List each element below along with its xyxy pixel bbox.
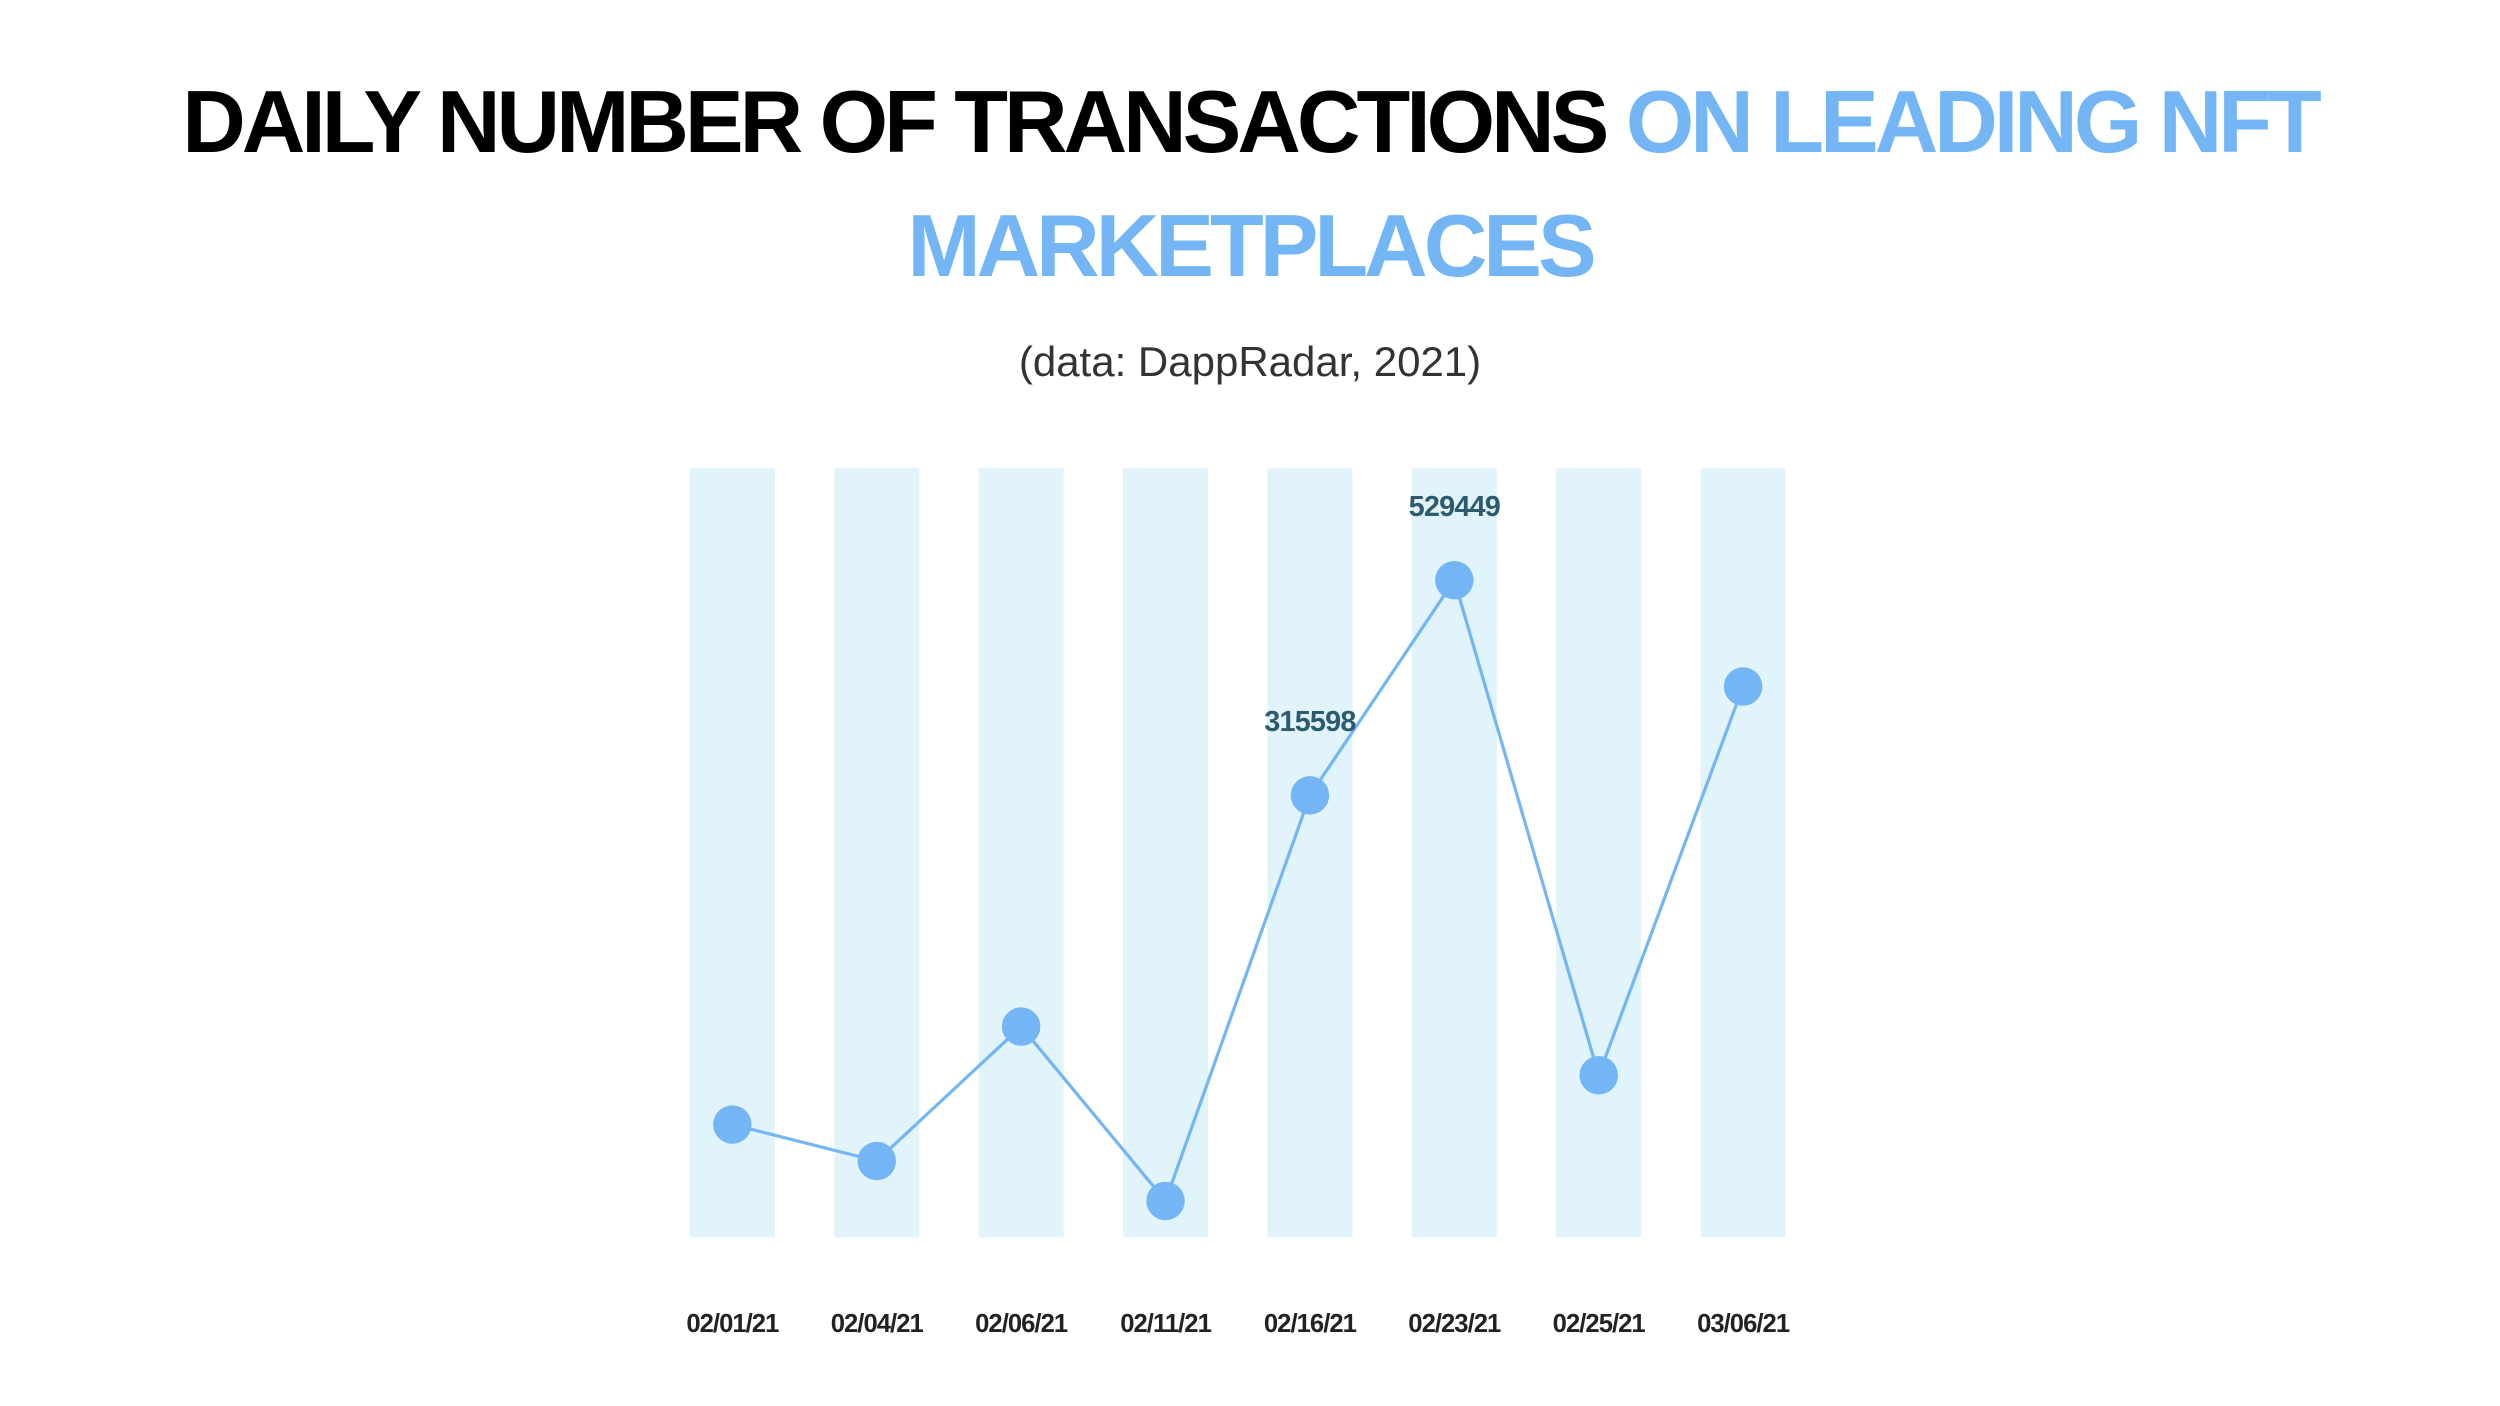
point — [1435, 560, 1474, 600]
data-label: 315598 — [1264, 706, 1356, 738]
x-tick-label: 02/06/21 — [975, 1310, 1068, 1338]
x-tick-label: 03/06/21 — [1697, 1310, 1790, 1338]
band — [978, 468, 1064, 1238]
chart-title: DAILY NUMBER OF TRANSACTIONS ON LEADING … — [100, 60, 2400, 308]
x-tick-label: 02/23/21 — [1408, 1310, 1501, 1338]
point — [1290, 776, 1330, 815]
point — [713, 1105, 752, 1144]
point — [857, 1141, 896, 1181]
x-tick-label: 02/16/21 — [1264, 1310, 1357, 1338]
band — [834, 468, 920, 1238]
x-tick-label: 02/25/21 — [1553, 1310, 1646, 1338]
line — [731, 576, 1745, 1205]
x-tick-label: 02/11/21 — [1120, 1310, 1211, 1338]
band — [1123, 468, 1209, 1238]
point — [1579, 1056, 1618, 1095]
chart-subtitle: (data: DappRadar, 2021) — [1018, 338, 1482, 385]
band — [1700, 468, 1786, 1238]
point — [1723, 667, 1763, 706]
title-part: ON LEADING NFT MARKETPLACES — [907, 72, 2321, 295]
band — [1556, 468, 1642, 1238]
x-tick-label: 02/04/21 — [831, 1310, 924, 1338]
x-tick-label: 02/01/21 — [686, 1310, 779, 1338]
point — [1146, 1181, 1185, 1221]
point — [1001, 1007, 1041, 1046]
band — [1267, 468, 1353, 1238]
data-label: 529449 — [1409, 491, 1500, 523]
title-part: DAILY NUMBER OF TRANSACTIONS — [182, 72, 1609, 171]
